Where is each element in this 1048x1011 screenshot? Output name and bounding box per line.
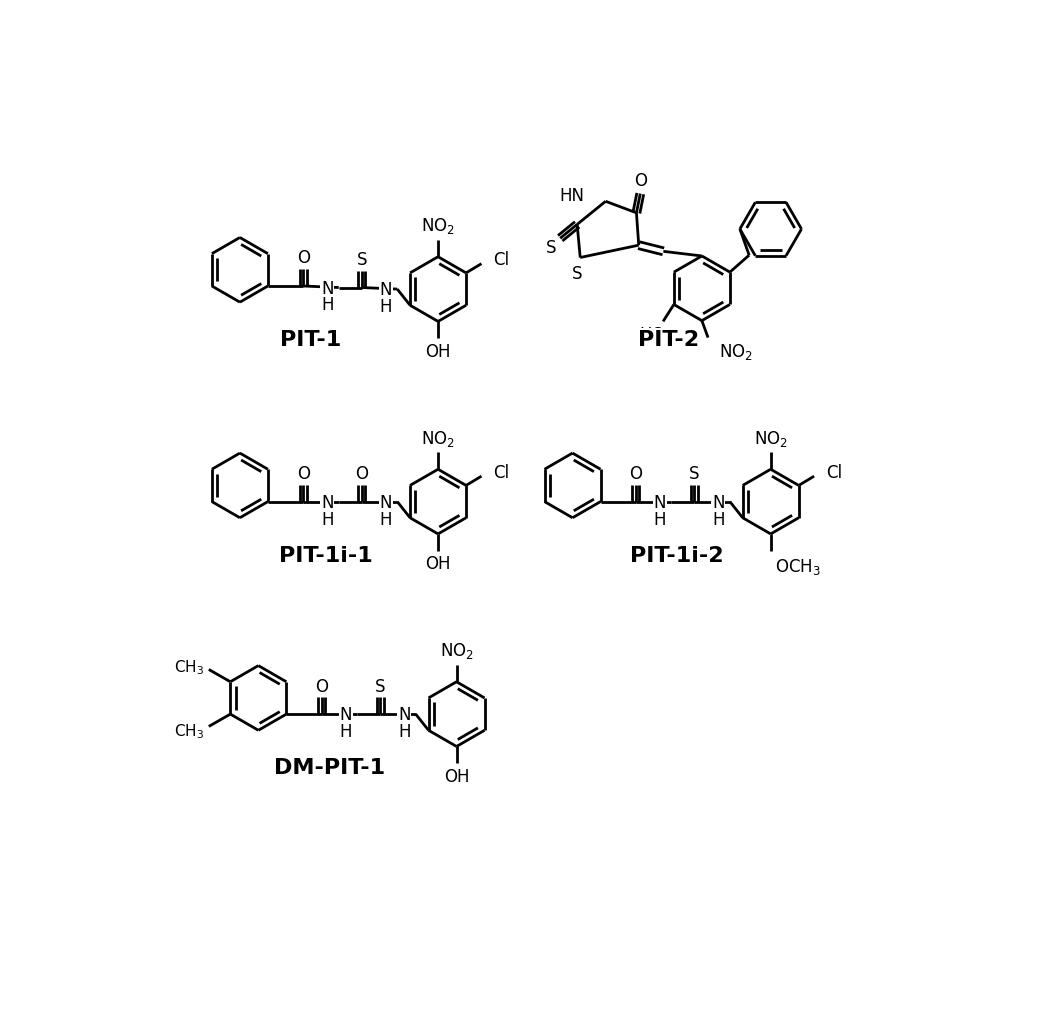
Text: S: S [375, 677, 386, 695]
Text: H: H [654, 510, 667, 528]
Text: PIT-2: PIT-2 [638, 330, 699, 350]
Text: CH$_3$: CH$_3$ [174, 722, 204, 741]
Text: S: S [572, 265, 583, 283]
Text: OCH$_3$: OCH$_3$ [774, 557, 821, 576]
Text: H: H [321, 296, 333, 314]
Text: O: O [315, 677, 328, 695]
Text: H: H [321, 510, 333, 528]
Text: N: N [398, 706, 411, 724]
Text: N: N [379, 281, 392, 299]
Text: HO: HO [639, 326, 665, 344]
Text: CH$_3$: CH$_3$ [174, 657, 204, 676]
Text: O: O [355, 465, 368, 482]
Text: H: H [379, 297, 392, 315]
Text: NO$_2$: NO$_2$ [439, 641, 474, 660]
Text: Cl: Cl [493, 251, 509, 269]
Text: O: O [297, 250, 310, 267]
Text: N: N [321, 493, 333, 512]
Text: H: H [340, 722, 352, 740]
Text: Cl: Cl [826, 463, 842, 481]
Text: OH: OH [425, 555, 451, 572]
Text: PIT-1i-1: PIT-1i-1 [279, 545, 373, 565]
Text: DM-PIT-1: DM-PIT-1 [275, 757, 386, 777]
Text: S: S [690, 465, 700, 482]
Text: H: H [712, 510, 724, 528]
Text: N: N [654, 493, 667, 512]
Text: O: O [634, 172, 647, 190]
Text: O: O [297, 465, 310, 482]
Text: PIT-1: PIT-1 [280, 330, 342, 350]
Text: NO$_2$: NO$_2$ [421, 429, 455, 448]
Text: PIT-1i-2: PIT-1i-2 [630, 545, 723, 565]
Text: N: N [340, 706, 352, 724]
Text: S: S [546, 240, 556, 257]
Text: NO$_2$: NO$_2$ [421, 216, 455, 236]
Text: NO$_2$: NO$_2$ [719, 342, 752, 362]
Text: H: H [379, 510, 392, 528]
Text: Cl: Cl [493, 463, 509, 481]
Text: N: N [379, 493, 392, 512]
Text: N: N [712, 493, 724, 512]
Text: OH: OH [443, 767, 470, 785]
Text: OH: OH [425, 343, 451, 360]
Text: H: H [398, 722, 411, 740]
Text: HN: HN [559, 187, 584, 205]
Text: O: O [630, 465, 642, 482]
Text: NO$_2$: NO$_2$ [754, 429, 788, 448]
Text: S: S [356, 251, 367, 269]
Text: N: N [321, 279, 333, 297]
